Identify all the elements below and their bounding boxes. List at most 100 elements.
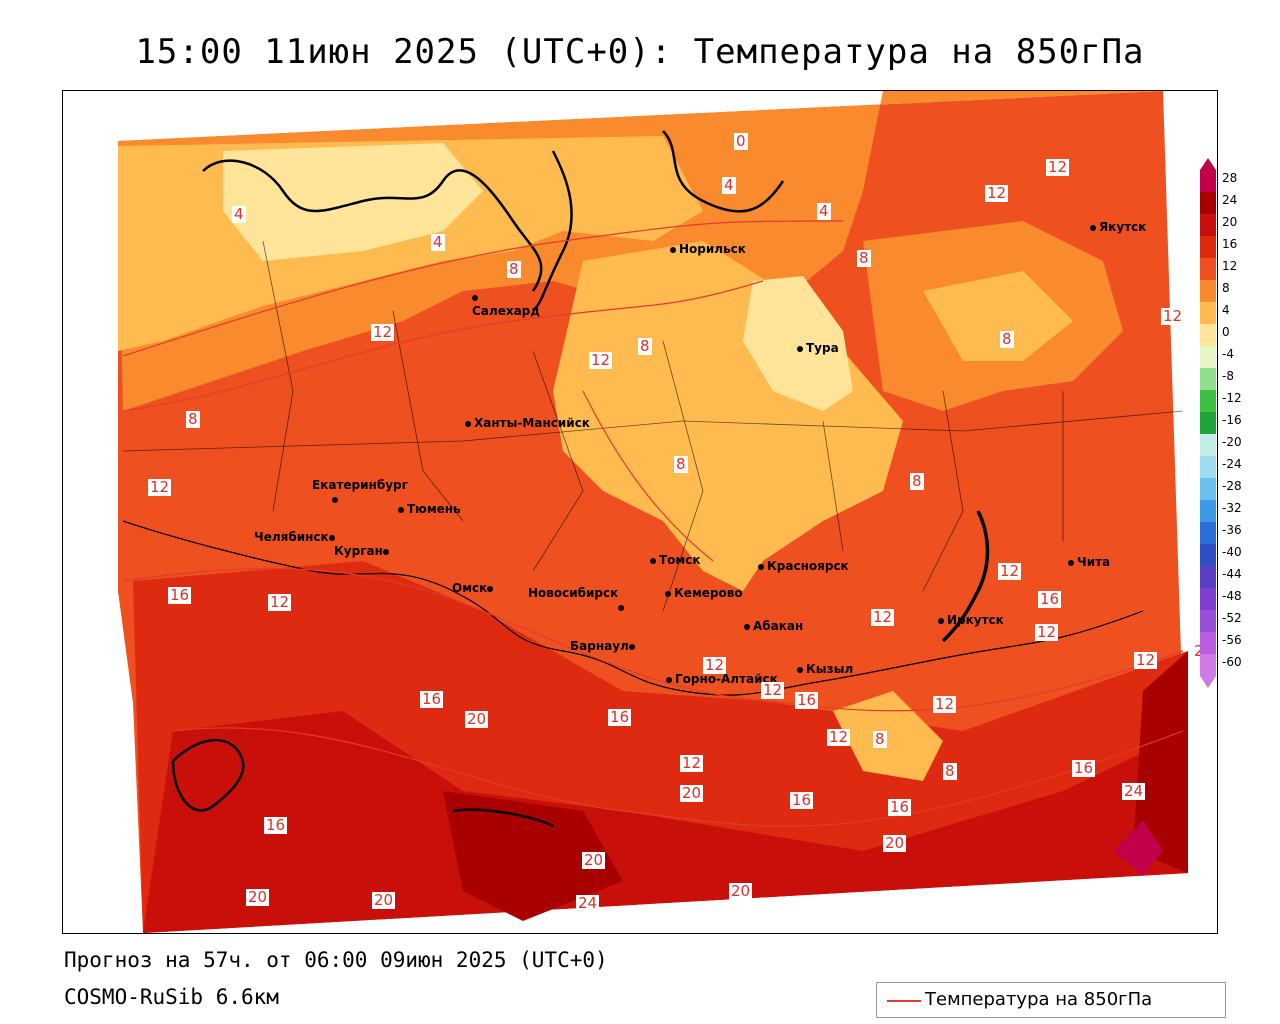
colorbar-segment [1200,434,1216,456]
city-dot-icon [1068,559,1074,566]
colorbar-segment [1200,654,1216,676]
colorbar-segment [1200,302,1216,324]
city-dot-icon [628,643,635,650]
city-abakan: Абакан [744,619,803,633]
colorbar-segment [1200,236,1216,258]
contour-label: 0 [734,132,748,150]
city-krasnoyarsk: Красноярск [758,559,849,573]
colorbar-tick-label: -52 [1222,611,1242,625]
colorbar-segment [1200,412,1216,434]
contour-label: 24 [1122,782,1146,800]
colorbar-tick-label: -36 [1222,523,1242,537]
arctic-coastline [202,130,785,312]
contour-label: 12 [1035,623,1059,641]
page-title: 15:00 11июн 2025 (UTC+0): Температура на… [135,32,1145,72]
contour-label: 8 [507,260,521,278]
legend-label: Температура на 850гПа [925,989,1153,1010]
zone-24-southeast [1133,651,1188,873]
country-border [122,520,1144,696]
city-kyzyl: Кызыл [797,662,853,676]
city-irkutsk: Иркутск [938,613,1004,627]
colorbar-segment [1200,258,1216,280]
caspian-coast [171,738,554,828]
city-dot-icon [1090,224,1096,231]
contour-label: 12 [998,562,1022,580]
contour-label: 16 [888,798,912,816]
contour-label: 20 [729,882,753,900]
city-dot-icon [465,420,471,427]
colorbar-segment [1200,522,1216,544]
city-tyumen: Тюмень [398,502,461,516]
colorbar-tick-label: -20 [1222,435,1242,449]
contour-label: 4 [232,205,246,223]
contour-label: 8 [186,410,200,428]
map-canvas [63,91,1217,933]
contour-label: 12 [589,351,613,369]
legend-box: Температура на 850гПа [876,982,1226,1018]
colorbar-min-arrow-icon [1200,676,1216,688]
colorbar-max-arrow-icon [1200,158,1216,170]
region-borders [122,240,1184,612]
city-dot-icon [797,666,803,673]
contour-label: 16 [168,586,192,604]
contour-label: 8 [910,472,924,490]
colorbar-tick-label: -60 [1222,655,1242,669]
contour-label: 16 [608,708,632,726]
zone-28-hotspot [1113,821,1163,876]
baikal-lake [941,510,990,643]
colorbar-tick-label: -12 [1222,391,1242,405]
contour-label: 8 [943,762,957,780]
colorbar-tick-label: 12 [1222,259,1238,273]
city-dot-icon [666,676,672,683]
contour-label: 12 [1046,158,1070,176]
contour-label: 4 [431,233,445,251]
city-kurgan: Курган [334,544,392,558]
city-novosibirsk: Новосибирск [528,586,627,614]
city-chita: Чита [1068,555,1110,569]
forecast-info: Прогноз на 57ч. от 06:00 09июн 2025 (UTC… [64,948,608,972]
colorbar-tick-label: 28 [1222,171,1238,185]
contour-label: 12 [703,656,727,674]
contour-label: 12 [933,695,957,713]
contour-label: 12 [1161,307,1185,325]
city-dot-icon [618,604,624,611]
contour-label: 20 [582,851,606,869]
contour-label: 12 [371,323,395,341]
contour-label: 20 [465,710,489,728]
colorbar-segment [1200,478,1216,500]
contour-label: 12 [871,608,895,626]
contour-label: 16 [1038,590,1062,608]
colorbar-tick-label: -28 [1222,479,1242,493]
contour-label: 12 [985,184,1009,202]
zone-8-sayan [833,691,943,781]
contour-label: 20 [680,784,704,802]
zone-20-south [143,711,1188,933]
city-gorno-altaysk: Горно-Алтайск [666,672,778,686]
temperature-map [62,90,1218,934]
colorbar-segment [1200,170,1216,192]
contour-label: 8 [857,249,871,267]
contour-label: 12 [148,478,172,496]
colorbar-tick-label: 16 [1222,237,1238,251]
contour-label: 12 [1134,651,1158,669]
city-barnaul: Барнаул [570,639,638,653]
colorbar-segment [1200,346,1216,368]
contour-label: 20 [246,888,270,906]
city-tomsk: Томск [650,553,701,567]
contour-label: 8 [1000,330,1014,348]
contour-label: 4 [722,176,736,194]
city-dot-icon [670,246,676,253]
colorbar-tick-label: 4 [1222,303,1230,317]
colorbar [1200,158,1216,688]
contour-label: 12 [680,754,704,772]
contour-label: 12 [761,681,785,699]
city-yakutsk: Якутск [1090,220,1146,234]
city-khanty-mansiysk: Ханты-Мансийск [465,416,590,430]
city-dot-icon [332,496,338,503]
colorbar-segment [1200,544,1216,566]
contour-label: 16 [795,691,819,709]
colorbar-tick-label: -16 [1222,413,1242,427]
model-name: COSMO-RuSib 6.6км [64,985,279,1009]
contour-label: 12 [827,728,851,746]
contour-label: 24 [576,894,600,912]
